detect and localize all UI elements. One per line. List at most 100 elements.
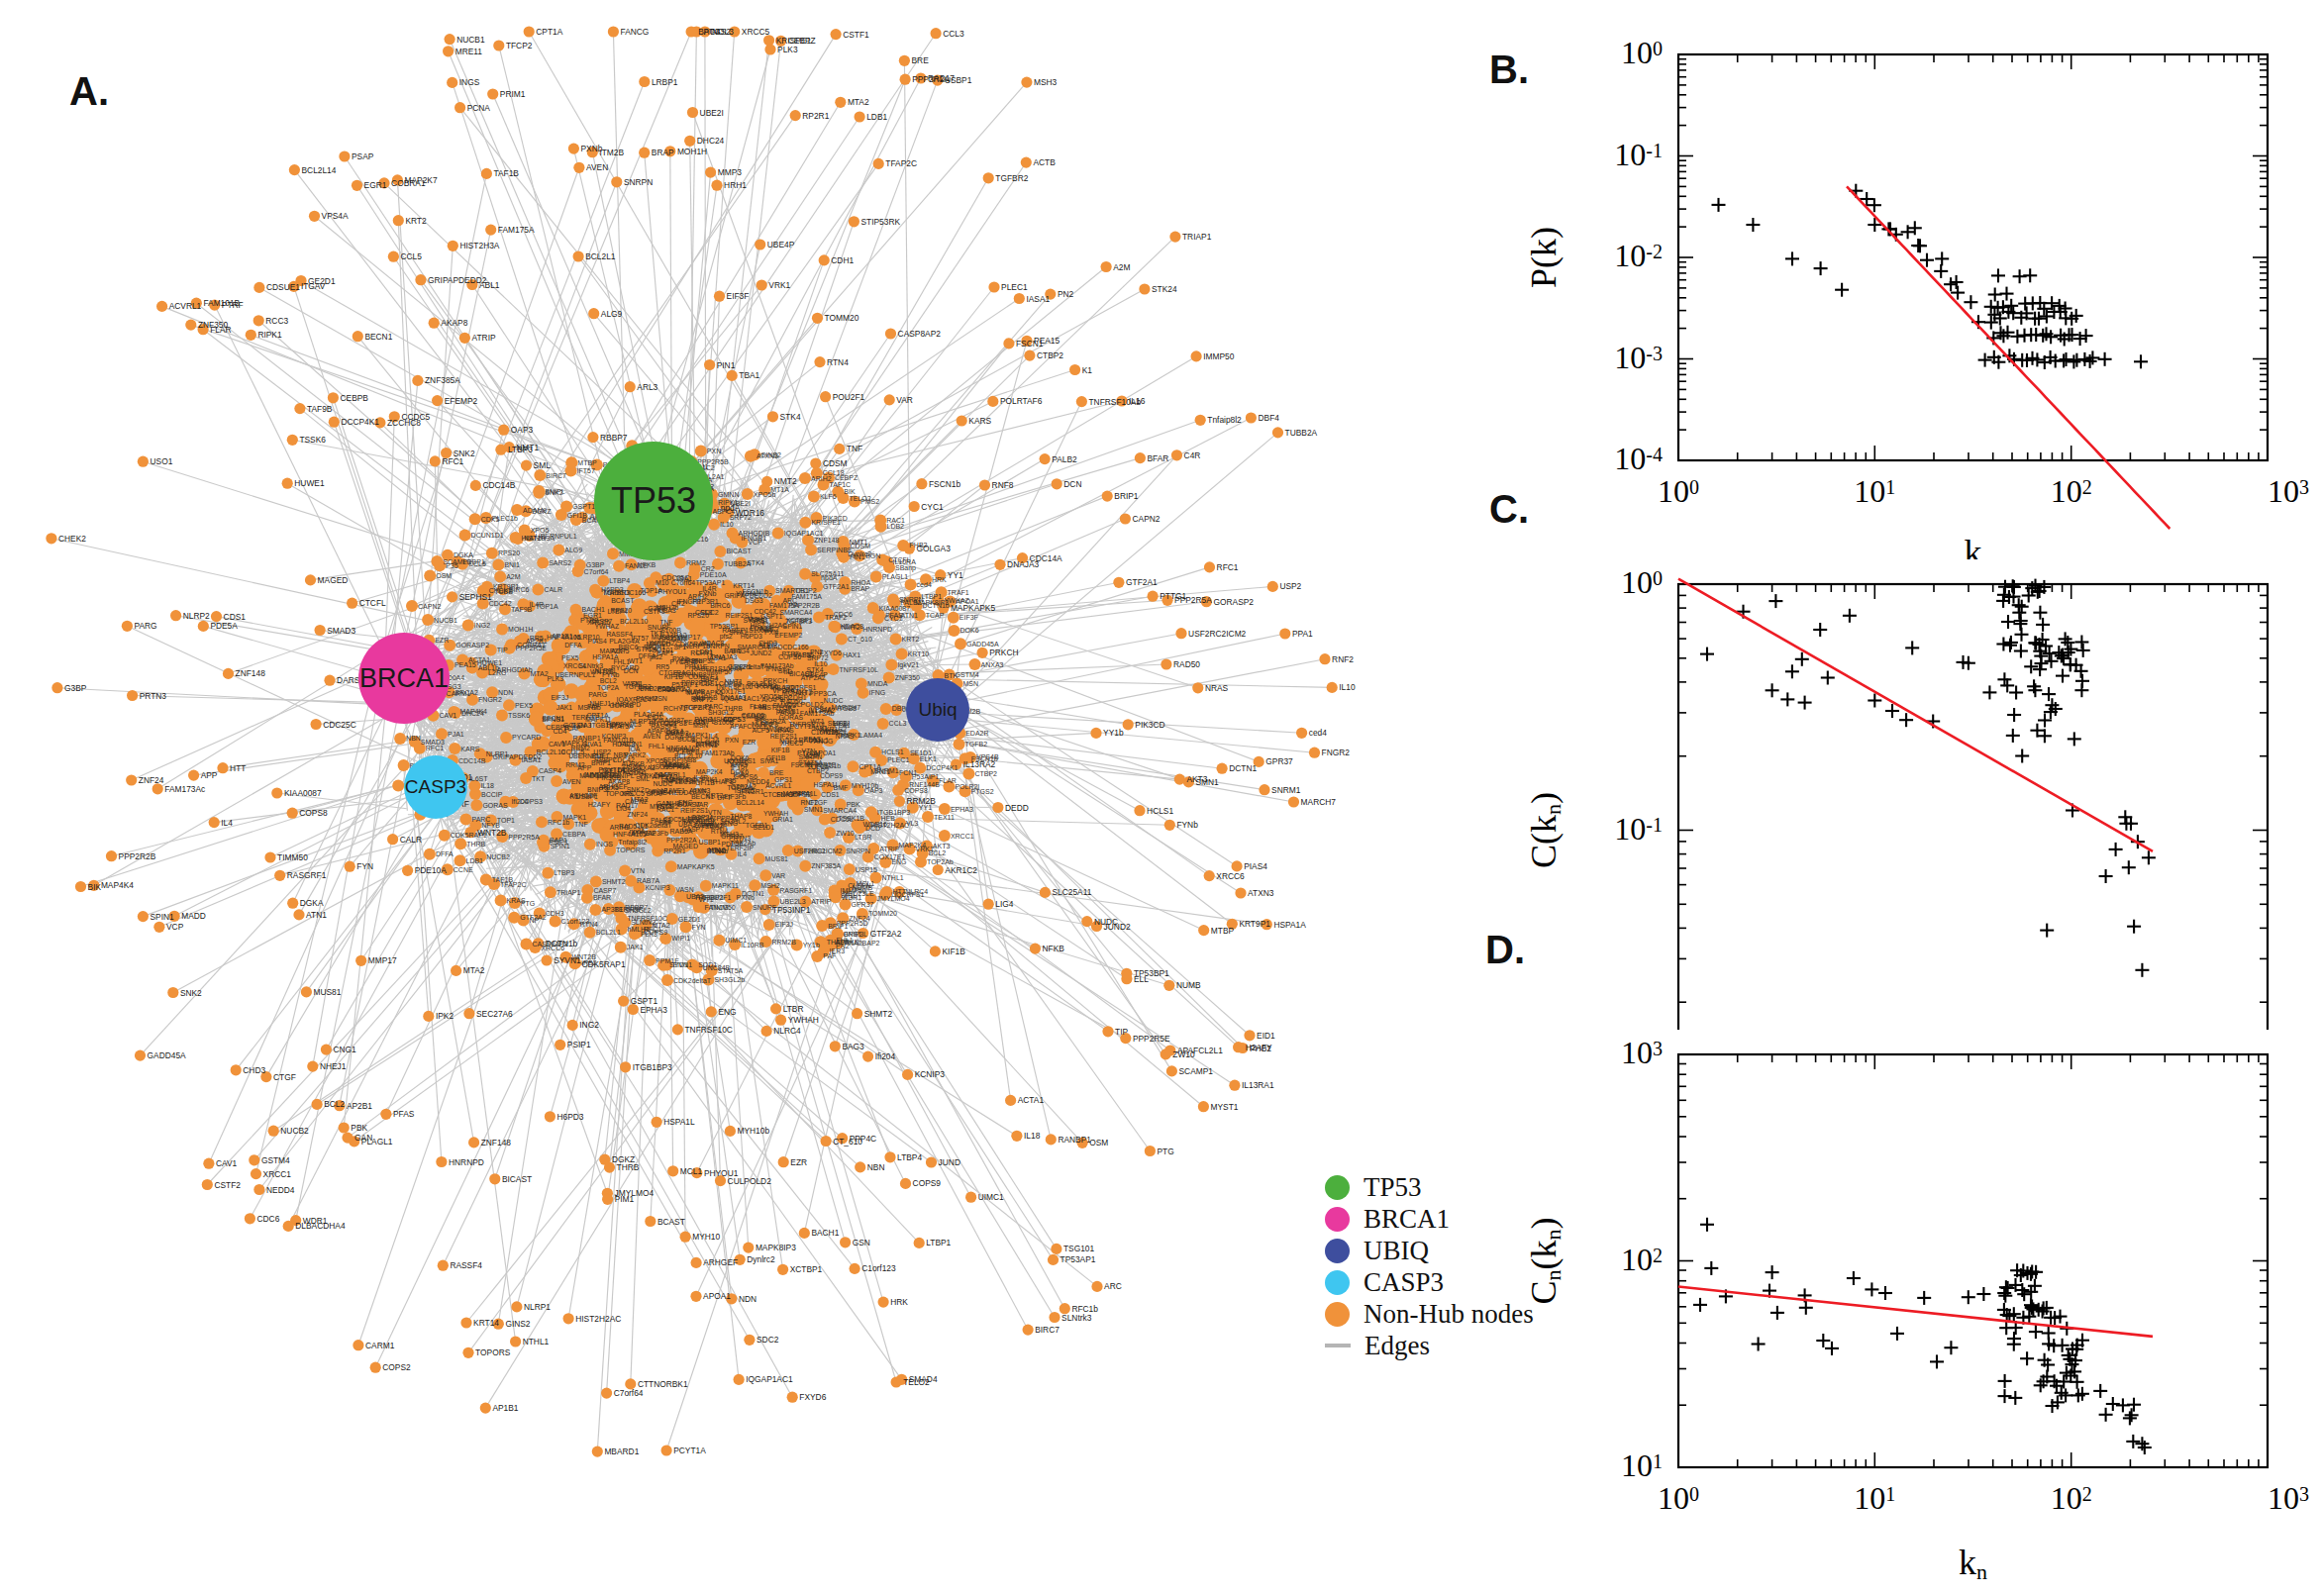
svg-text:TAF1B: TAF1B (492, 876, 514, 883)
svg-text:LTBP4: LTBP4 (897, 1152, 922, 1162)
svg-text:CASP8AP2: CASP8AP2 (533, 941, 568, 948)
svg-text:NMT2: NMT2 (774, 476, 797, 486)
svg-text:EPHA3: EPHA3 (640, 1005, 667, 1015)
svg-text:GPR37: GPR37 (1265, 756, 1293, 766)
svg-text:VTN: VTN (631, 867, 645, 874)
svg-text:MTBP: MTBP (1211, 926, 1235, 936)
svg-text:ING2: ING2 (474, 622, 490, 629)
svg-text:PYCARD: PYCARD (670, 658, 698, 665)
svg-text:MCL1: MCL1 (680, 1166, 703, 1176)
svg-text:TKT: TKT (601, 767, 614, 774)
svg-text:PTTG1: PTTG1 (1160, 591, 1186, 601)
svg-text:NTHL1: NTHL1 (882, 874, 904, 881)
svg-text:ATXN3: ATXN3 (1248, 888, 1274, 898)
svg-text:UBA3: UBA3 (658, 607, 676, 614)
svg-text:VAR: VAR (896, 395, 913, 405)
svg-text:EID1: EID1 (1257, 1031, 1275, 1041)
svg-text:SMAD3: SMAD3 (772, 702, 796, 709)
svg-text:SNRPN: SNRPN (846, 848, 870, 854)
svg-text:MADCDC166: MADCDC166 (767, 644, 808, 650)
svg-text:KCNIP3: KCNIP3 (645, 884, 669, 891)
svg-text:ZNF24: ZNF24 (627, 811, 648, 818)
svg-text:TOPORS: TOPORS (475, 1347, 511, 1357)
svg-text:TAF9B: TAF9B (511, 606, 533, 613)
svg-text:NEDD4: NEDD4 (266, 1185, 295, 1195)
svg-text:STIP53RK: STIP53RK (861, 217, 901, 227)
svg-text:SLNtrk3: SLNtrk3 (579, 662, 604, 669)
svg-text:IQGAP1AC1: IQGAP1AC1 (746, 1374, 793, 1384)
svg-text:RANBP1: RANBP1 (1058, 1135, 1091, 1145)
svg-text:HSPA1L: HSPA1L (663, 1117, 695, 1127)
svg-text:OSM: OSM (1089, 1138, 1108, 1147)
svg-text:BIRC7: BIRC7 (546, 472, 566, 479)
svg-text:HTT: HTT (892, 888, 906, 895)
svg-text:TOP2Ab: TOP2Ab (730, 840, 756, 847)
svg-text:CDK2deltaT: CDK2deltaT (673, 977, 712, 984)
svg-text:CASP4: CASP4 (539, 767, 561, 774)
svg-text:DNAJA3: DNAJA3 (711, 653, 737, 660)
svg-text:BRAP: BRAP (851, 585, 869, 592)
svg-text:RIPK1: RIPK1 (257, 330, 282, 340)
svg-text:CDS1: CDS1 (821, 791, 840, 798)
svg-text:CTBP2: CTBP2 (1037, 350, 1063, 360)
svg-text:GPR37: GPR37 (852, 901, 874, 908)
svg-text:COX17E1: COX17E1 (688, 673, 719, 680)
svg-text:FSCN1b: FSCN1b (971, 755, 998, 762)
svg-text:BIK: BIK (88, 882, 102, 892)
svg-text:BRE: BRE (912, 55, 930, 65)
svg-text:CDC6: CDC6 (834, 611, 853, 618)
svg-text:DHC24: DHC24 (461, 710, 484, 717)
svg-text:PYCARD: PYCARD (512, 734, 541, 741)
svg-text:GTF2A2: GTF2A2 (520, 914, 547, 921)
svg-text:PPP2R5E: PPP2R5E (1133, 1034, 1170, 1044)
svg-text:USP15: USP15 (856, 866, 877, 873)
svg-text:PPP2R2A: PPP2R2A (912, 74, 950, 84)
svg-text:UBERNPUL1: UBERNPUL1 (568, 752, 609, 759)
svg-text:RFC1b: RFC1b (548, 819, 569, 826)
svg-text:BCAST: BCAST (611, 597, 635, 604)
svg-text:RFC1: RFC1 (1217, 562, 1239, 572)
svg-text:TP53INP1: TP53INP1 (772, 905, 811, 915)
svg-text:TOP1A: TOP1A (641, 587, 663, 594)
svg-text:CDH3: CDH3 (546, 910, 564, 917)
svg-text:RASSF4: RASSF4 (651, 723, 677, 730)
svg-text:PPP2R5E: PPP2R5E (516, 645, 548, 651)
svg-text:TRIAP1: TRIAP1 (556, 889, 581, 896)
svg-text:TFCP2: TFCP2 (795, 587, 817, 594)
svg-text:DEDD: DEDD (1005, 803, 1029, 813)
svg-text:H6PD3: H6PD3 (601, 586, 624, 593)
svg-text:TP53: TP53 (611, 480, 696, 521)
svg-text:TFCP2: TFCP2 (506, 41, 533, 50)
svg-text:DCN: DCN (617, 766, 632, 773)
svg-text:CALR: CALR (400, 835, 422, 845)
svg-text:ARC: ARC (1104, 1281, 1122, 1291)
svg-text:VRK1: VRK1 (768, 280, 790, 290)
svg-text:TIP: TIP (497, 647, 508, 653)
svg-text:NLRP1: NLRP1 (524, 1302, 551, 1312)
svg-text:HCLS1: HCLS1 (881, 748, 904, 755)
svg-text:P35: P35 (724, 777, 736, 784)
svg-text:PLEC1b: PLEC1b (492, 515, 518, 522)
svg-text:PLK3: PLK3 (777, 45, 798, 54)
svg-text:VCP: VCP (166, 922, 184, 932)
svg-text:APAFCL2L1: APAFCL2L1 (1177, 1046, 1223, 1055)
svg-text:CAPN2: CAPN2 (418, 603, 441, 610)
svg-text:BICAST: BICAST (502, 1174, 532, 1184)
svg-text:PIN1: PIN1 (717, 360, 736, 370)
svg-text:RBBP7: RBBP7 (600, 433, 628, 443)
svg-text:KIF1B: KIF1B (943, 947, 966, 956)
svg-text:SYVN1: SYVN1 (669, 961, 692, 968)
svg-text:PPA1: PPA1 (1292, 629, 1313, 639)
svg-text:IL6ST: IL6ST (469, 775, 488, 782)
svg-text:PJA1: PJA1 (448, 731, 464, 738)
svg-text:DHC24: DHC24 (697, 136, 725, 146)
svg-text:MAP2K7: MAP2K7 (405, 175, 438, 185)
svg-text:IFT57: IFT57 (577, 467, 595, 474)
svg-text:BNI1: BNI1 (504, 561, 520, 568)
svg-text:XRCC6: XRCC6 (587, 619, 610, 626)
svg-text:BACH1: BACH1 (811, 1228, 839, 1238)
svg-text:EPHA3: EPHA3 (951, 806, 973, 813)
svg-text:IFNG: IFNG (869, 689, 886, 696)
svg-text:SEPHS1: SEPHS1 (459, 592, 492, 602)
svg-text:PRKCH: PRKCH (989, 648, 1018, 657)
